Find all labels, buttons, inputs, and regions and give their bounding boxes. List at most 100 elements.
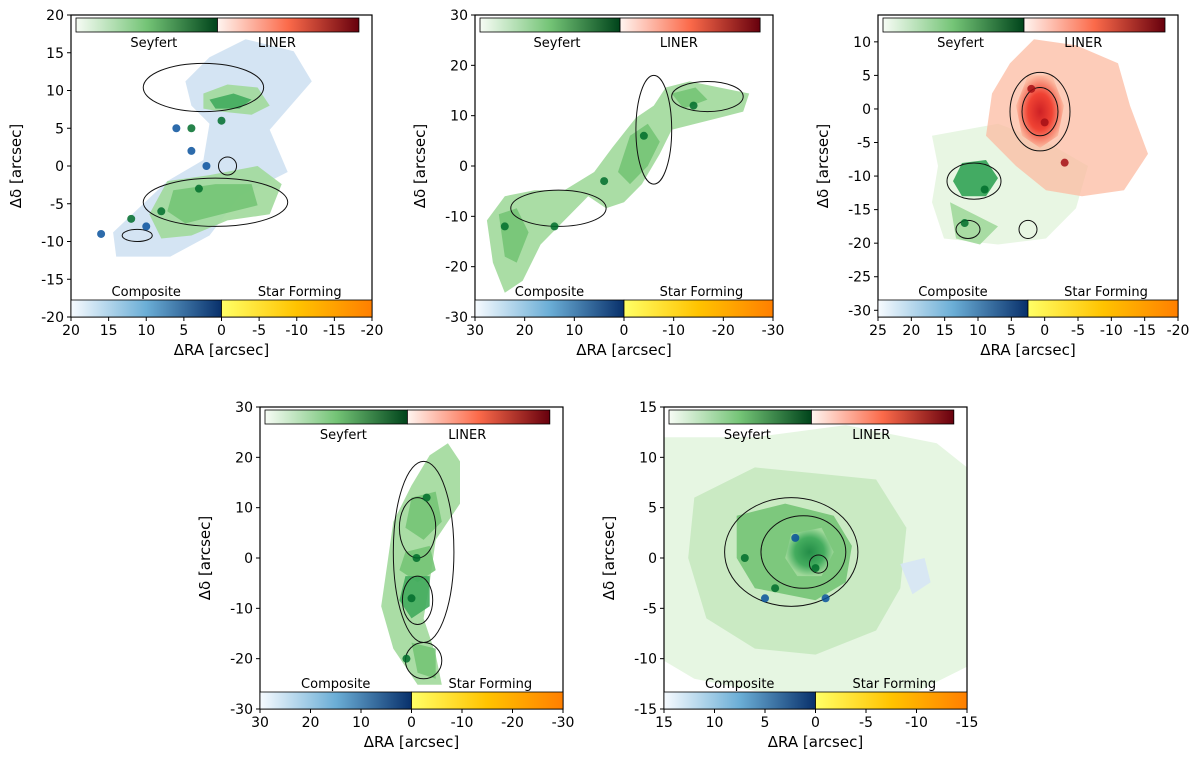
y-tick-label: 15: [46, 46, 64, 62]
x-tick-label: -10: [905, 715, 928, 731]
contour-line: [946, 162, 1002, 200]
y-tick-label: -20: [41, 310, 64, 326]
x-tick-label: 0: [1040, 323, 1049, 339]
x-tick-label: -10: [285, 323, 308, 339]
colorbar-label: Star Forming: [448, 677, 532, 692]
contour-line: [1018, 219, 1038, 239]
contour-line: [121, 228, 153, 243]
x-axis-label: ΔRA [arcsec]: [576, 341, 671, 359]
x-tick-label: 0: [811, 715, 820, 731]
data-point: [771, 584, 780, 593]
y-axis-label: Δδ [arcsec]: [7, 124, 25, 208]
y-tick-label: -20: [848, 236, 871, 252]
seyfert-colorbar: [75, 17, 218, 33]
x-tick-label: 10: [137, 323, 155, 339]
data-point: [412, 554, 421, 562]
y-tick-label: -15: [41, 272, 64, 288]
x-tick-label: -5: [859, 715, 873, 731]
map-region: [399, 545, 436, 583]
x-tick-label: 5: [761, 715, 770, 731]
x-tick-label: 10: [565, 323, 583, 339]
panel-2: Seyfert LINER Composite Star Forming 30 20 10 0…: [411, 8, 784, 359]
colorbar-label: LINER: [448, 428, 486, 443]
contour-line: [808, 554, 829, 574]
contour-line: [955, 219, 981, 239]
y-tick-label: 20: [46, 8, 64, 24]
x-tick-label: 0: [620, 323, 629, 339]
star-forming-colorbar: [815, 691, 968, 710]
composite-colorbar: [877, 299, 1029, 318]
x-axis-label: ΔRA [arcsec]: [364, 733, 459, 751]
composite-colorbar: [259, 691, 412, 710]
data-point: [1060, 158, 1069, 167]
x-tick-label: -30: [762, 323, 785, 339]
x-tick-label: -15: [1133, 323, 1156, 339]
y-tick-label: -15: [634, 702, 657, 718]
seyfert-colorbar: [264, 409, 408, 425]
y-tick-label: -10: [848, 169, 871, 185]
x-tick-label: 5: [179, 323, 188, 339]
colorbar-label: Star Forming: [258, 285, 342, 300]
colorbar-label: LINER: [660, 36, 698, 51]
data-point: [97, 229, 106, 238]
y-tick-label: 10: [235, 501, 253, 517]
map-region: [209, 93, 252, 109]
star-forming-colorbar: [411, 691, 564, 710]
x-tick-label: -15: [956, 715, 979, 731]
x-tick-label: 20: [516, 323, 534, 339]
data-point: [202, 162, 211, 170]
y-axis-label: Δδ [arcsec]: [600, 516, 618, 600]
colorbar-label: Composite: [301, 677, 370, 692]
x-tick-label: -20: [501, 715, 524, 731]
x-tick-label: -30: [552, 715, 575, 731]
y-tick-label: 0: [648, 551, 657, 567]
x-tick-label: 0: [217, 323, 226, 339]
data-point: [600, 177, 609, 186]
y-tick-label: -5: [857, 136, 871, 152]
seyfert-colorbar: [668, 409, 812, 425]
colorbar-label: LINER: [852, 428, 890, 443]
map-region: [618, 123, 660, 185]
data-point: [500, 222, 509, 231]
data-point: [791, 533, 800, 542]
y-tick-label: -25: [848, 270, 871, 286]
contour-line: [760, 515, 847, 589]
y-tick-label: -5: [50, 197, 64, 213]
x-tick-label: 0: [407, 715, 416, 731]
data-point: [187, 124, 196, 133]
x-tick-label: -20: [1167, 323, 1190, 339]
y-tick-label: 10: [853, 35, 871, 51]
contour-line: [217, 156, 238, 176]
data-point: [1040, 118, 1049, 127]
data-point: [187, 146, 196, 155]
liner-colorbar: [811, 409, 955, 425]
data-point: [402, 654, 411, 663]
data-point: [821, 594, 830, 603]
seyfert-colorbar: [882, 17, 1025, 33]
y-tick-label: 5: [862, 68, 871, 84]
x-tick-label: 5: [1007, 323, 1016, 339]
colorbar-label: Star Forming: [660, 285, 744, 300]
colorbar-label: Seyfert: [937, 36, 984, 51]
y-tick-label: 20: [235, 450, 253, 466]
x-tick-label: 15: [100, 323, 118, 339]
y-tick-label: 0: [244, 551, 253, 567]
map-region: [498, 208, 529, 263]
y-tick-label: -15: [848, 203, 871, 219]
y-tick-label: -10: [230, 601, 253, 617]
y-axis-label: Δδ [arcsec]: [196, 516, 214, 600]
y-tick-label: 0: [459, 159, 468, 175]
x-tick-label: 20: [62, 323, 80, 339]
x-tick-label: -10: [662, 323, 685, 339]
liner-colorbar: [407, 409, 551, 425]
x-tick-label: 15: [655, 715, 673, 731]
y-tick-label: -10: [634, 652, 657, 668]
colorbar-label: Composite: [515, 285, 584, 300]
seyfert-colorbar: [479, 17, 621, 33]
panel-1: Seyfert LINER Composite Star Forming 20 15 10 5…: [7, 8, 383, 359]
data-point: [127, 214, 136, 223]
composite-colorbar: [663, 691, 816, 710]
x-axis-label: ΔRA [arcsec]: [174, 341, 269, 359]
map-region: [950, 202, 998, 245]
